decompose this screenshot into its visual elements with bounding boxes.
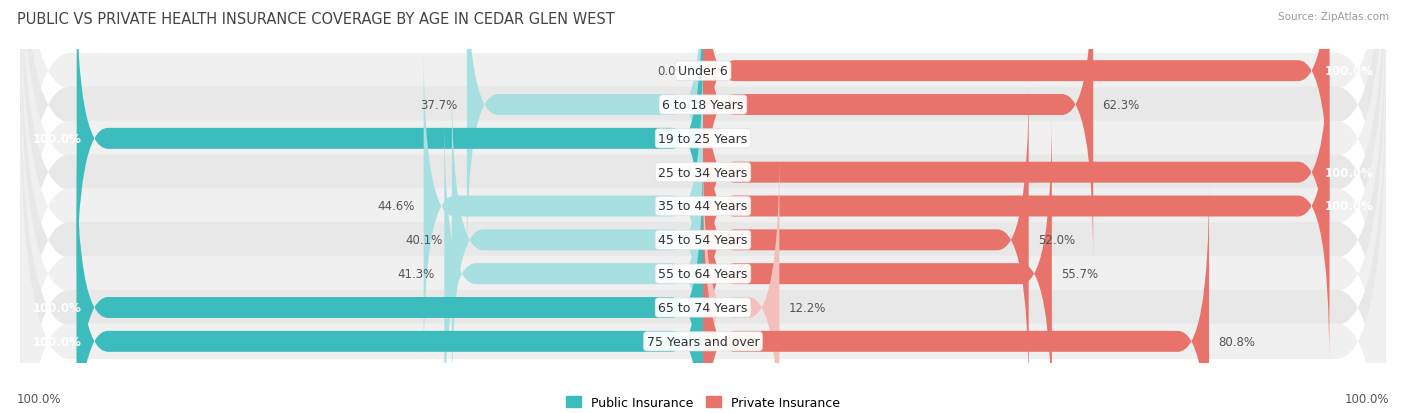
Text: 35 to 44 Years: 35 to 44 Years <box>658 200 748 213</box>
FancyBboxPatch shape <box>423 48 703 365</box>
FancyBboxPatch shape <box>20 0 1386 391</box>
FancyBboxPatch shape <box>703 0 1094 263</box>
Text: 62.3%: 62.3% <box>1102 99 1140 112</box>
Text: 6 to 18 Years: 6 to 18 Years <box>662 99 744 112</box>
Text: 100.0%: 100.0% <box>17 392 62 405</box>
Legend: Public Insurance, Private Insurance: Public Insurance, Private Insurance <box>561 391 845 413</box>
FancyBboxPatch shape <box>703 14 1329 331</box>
Text: 100.0%: 100.0% <box>1344 392 1389 405</box>
Text: 0.0%: 0.0% <box>718 133 748 145</box>
Text: 55 to 64 Years: 55 to 64 Years <box>658 268 748 280</box>
Text: 40.1%: 40.1% <box>405 234 443 247</box>
Text: 55.7%: 55.7% <box>1062 268 1098 280</box>
FancyBboxPatch shape <box>703 183 1209 413</box>
FancyBboxPatch shape <box>703 0 1329 230</box>
FancyBboxPatch shape <box>77 183 703 413</box>
Text: 100.0%: 100.0% <box>32 301 82 314</box>
Text: 80.8%: 80.8% <box>1219 335 1256 348</box>
FancyBboxPatch shape <box>20 55 1386 413</box>
Text: 100.0%: 100.0% <box>32 335 82 348</box>
Text: 65 to 74 Years: 65 to 74 Years <box>658 301 748 314</box>
Text: 100.0%: 100.0% <box>1324 166 1374 179</box>
FancyBboxPatch shape <box>444 116 703 413</box>
Text: 41.3%: 41.3% <box>398 268 434 280</box>
Text: Source: ZipAtlas.com: Source: ZipAtlas.com <box>1278 12 1389 22</box>
FancyBboxPatch shape <box>703 116 1052 413</box>
FancyBboxPatch shape <box>20 0 1386 413</box>
Text: 0.0%: 0.0% <box>658 65 688 78</box>
FancyBboxPatch shape <box>20 0 1386 324</box>
Text: 100.0%: 100.0% <box>32 133 82 145</box>
Text: 100.0%: 100.0% <box>1324 65 1374 78</box>
FancyBboxPatch shape <box>467 0 703 263</box>
FancyBboxPatch shape <box>703 150 779 413</box>
Text: 0.0%: 0.0% <box>658 166 688 179</box>
FancyBboxPatch shape <box>20 89 1386 413</box>
Text: 44.6%: 44.6% <box>377 200 415 213</box>
Text: PUBLIC VS PRIVATE HEALTH INSURANCE COVERAGE BY AGE IN CEDAR GLEN WEST: PUBLIC VS PRIVATE HEALTH INSURANCE COVER… <box>17 12 614 27</box>
FancyBboxPatch shape <box>703 48 1329 365</box>
FancyBboxPatch shape <box>77 0 703 297</box>
Text: 45 to 54 Years: 45 to 54 Years <box>658 234 748 247</box>
Text: 37.7%: 37.7% <box>420 99 457 112</box>
FancyBboxPatch shape <box>20 0 1386 413</box>
FancyBboxPatch shape <box>20 22 1386 413</box>
FancyBboxPatch shape <box>703 82 1029 399</box>
Text: 12.2%: 12.2% <box>789 301 827 314</box>
Text: 25 to 34 Years: 25 to 34 Years <box>658 166 748 179</box>
Text: 19 to 25 Years: 19 to 25 Years <box>658 133 748 145</box>
Text: Under 6: Under 6 <box>678 65 728 78</box>
FancyBboxPatch shape <box>20 0 1386 358</box>
Text: 100.0%: 100.0% <box>1324 200 1374 213</box>
FancyBboxPatch shape <box>77 150 703 413</box>
FancyBboxPatch shape <box>20 0 1386 413</box>
FancyBboxPatch shape <box>451 82 703 399</box>
Text: 75 Years and over: 75 Years and over <box>647 335 759 348</box>
Text: 52.0%: 52.0% <box>1038 234 1076 247</box>
